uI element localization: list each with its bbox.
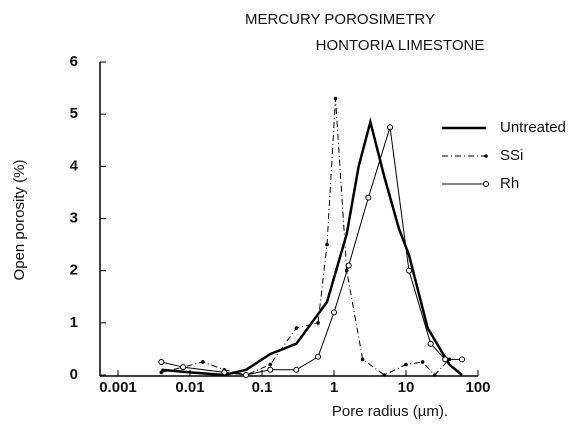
point-marker [221,369,228,376]
point-marker [420,360,425,364]
point-marker [427,340,434,347]
chart-subtitle: HONTORIA LIMESTONE [316,37,485,54]
chart-title: MERCURY POROSIMETRY [245,11,435,28]
x-tick-label: 1 [330,379,338,396]
x-tick-label: 0.01 [175,379,204,396]
point-marker [180,364,187,371]
legend-label: Untreated [500,119,566,136]
point-marker [315,353,322,360]
point-marker [293,366,300,373]
y-tick-label: 3 [70,209,78,226]
point-marker [382,373,387,377]
point-marker [405,267,412,274]
y-axis-label: Open porosity (%) [11,160,28,281]
y-tick-label: 1 [70,314,78,331]
x-tick-label: 10 [398,379,415,396]
legend-label: SSi [500,147,523,164]
y-tick-label: 6 [70,53,78,70]
point-marker [365,194,372,201]
x-tick-label: 0.001 [99,379,137,396]
point-marker [345,262,352,269]
point-marker [268,362,273,367]
x-axis-label: Pore radius (µm). [332,403,448,420]
point-marker [331,309,337,316]
x-tick-label: 100 [465,379,490,396]
point-marker [360,357,365,362]
point-marker [158,358,165,365]
series-line [161,127,463,376]
point-marker [442,356,449,363]
point-marker [159,370,164,375]
y-tick-label: 4 [70,157,79,174]
point-marker [459,356,466,363]
point-marker [333,96,338,101]
y-tick-label: 0 [70,366,78,383]
point-marker [404,362,408,367]
point-marker [432,373,437,377]
point-marker [200,360,205,364]
legend-marker [484,154,488,158]
legend-marker [483,181,489,187]
point-marker [387,124,394,131]
point-marker [267,366,274,373]
y-tick-label: 5 [70,105,78,122]
legend-label: Rh [500,175,519,192]
point-marker [243,372,250,378]
point-marker [294,326,299,330]
point-marker [316,321,320,325]
y-tick-label: 2 [70,262,78,279]
series-line [161,117,463,377]
point-marker [325,242,329,247]
x-tick-label: 0.1 [252,379,273,396]
